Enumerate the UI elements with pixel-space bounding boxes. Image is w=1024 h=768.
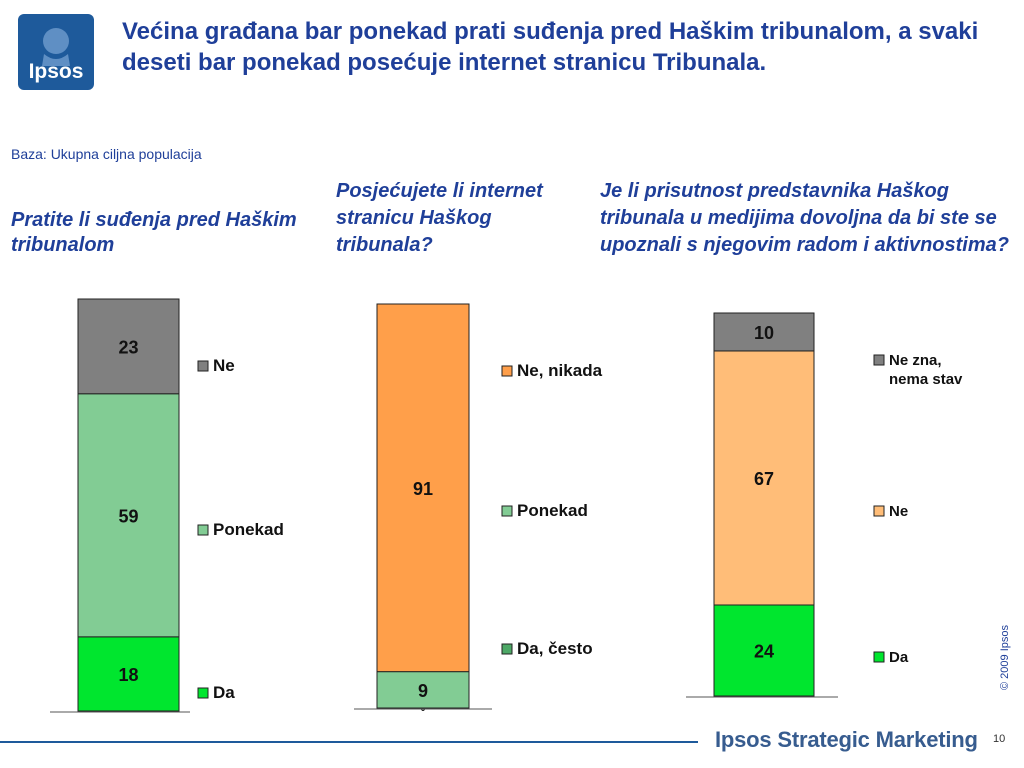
chart-1-data-label-3: 23 — [118, 337, 138, 357]
chart-3-legend-label-3: Ne zna, nema stav — [889, 352, 963, 388]
chart-2-data-label-3: 91 — [413, 479, 433, 499]
chart-1-legend-label-3: Ne — [213, 356, 235, 375]
chart-3-legend-label-2: Ne — [889, 503, 908, 520]
chart-3-legend-swatch-1 — [873, 651, 885, 663]
page-title: Većina građana bar ponekad prati suđenja… — [122, 18, 979, 76]
chart-3-title: Je li prisutnost predstavnika Haškog tri… — [600, 180, 1009, 256]
chart-3-bar-segment-3 — [713, 312, 815, 352]
chart-1-legend-label-2: Ponekad — [213, 520, 284, 539]
chart-3-legend-swatch-2 — [873, 505, 885, 517]
chart-1-legend-swatch-2 — [197, 524, 209, 536]
chart-1-bar-segment-3 — [77, 298, 180, 395]
chart-3-legend-swatch-3 — [873, 354, 885, 366]
chart-1-data-label-2: 59 — [118, 506, 138, 526]
chart-2-bar-segment-3 — [376, 303, 470, 673]
chart-3-data-label-1: 24 — [754, 641, 774, 661]
logo-text: Ipsos — [28, 60, 84, 83]
chart-2-legend-swatch-2 — [501, 505, 513, 517]
page-number: 10 — [993, 733, 1006, 745]
chart-2-legend-label-2: Ponekad — [517, 501, 588, 520]
chart-2-data-label-2: 9 — [418, 681, 428, 701]
footer-divider — [0, 741, 698, 743]
chart-2-legend-swatch-3 — [501, 365, 513, 377]
chart-2-legend-label-1: Da, često — [517, 639, 593, 658]
chart-3-legend-label-1: Da — [889, 649, 909, 666]
chart-1-bar-segment-1 — [77, 636, 180, 712]
chart-2-title: Posjećujete li internet stranicu Haškog … — [336, 180, 543, 256]
chart-1-title: Pratite li suđenja pred Haškim tribunalo… — [11, 209, 297, 256]
ipsos-head-icon — [42, 28, 70, 66]
chart-2-legend-swatch-1 — [501, 643, 513, 655]
chart-1-bar-segment-2 — [77, 393, 180, 638]
ipsos-logo: Ipsos — [18, 14, 94, 90]
chart-1-legend-swatch-1 — [197, 687, 209, 699]
chart-3-bar-segment-2 — [713, 350, 815, 606]
chart-3-data-label-3: 10 — [754, 323, 774, 343]
chart-1-legend-swatch-3 — [197, 360, 209, 372]
copyright-note: © 2009 Ipsos — [999, 625, 1011, 690]
chart-3-data-label-2: 67 — [754, 469, 774, 489]
footer-brand: Ipsos Strategic Marketing — [715, 727, 978, 752]
chart-2-legend-label-3: Ne, nikada — [517, 361, 603, 380]
chart-1-legend-label-1: Da — [213, 683, 235, 702]
chart-1-data-label-1: 18 — [118, 665, 138, 685]
base-note: Baza: Ukupna ciljna populacija — [11, 146, 202, 162]
chart-2-bar-segment-2 — [376, 671, 470, 709]
